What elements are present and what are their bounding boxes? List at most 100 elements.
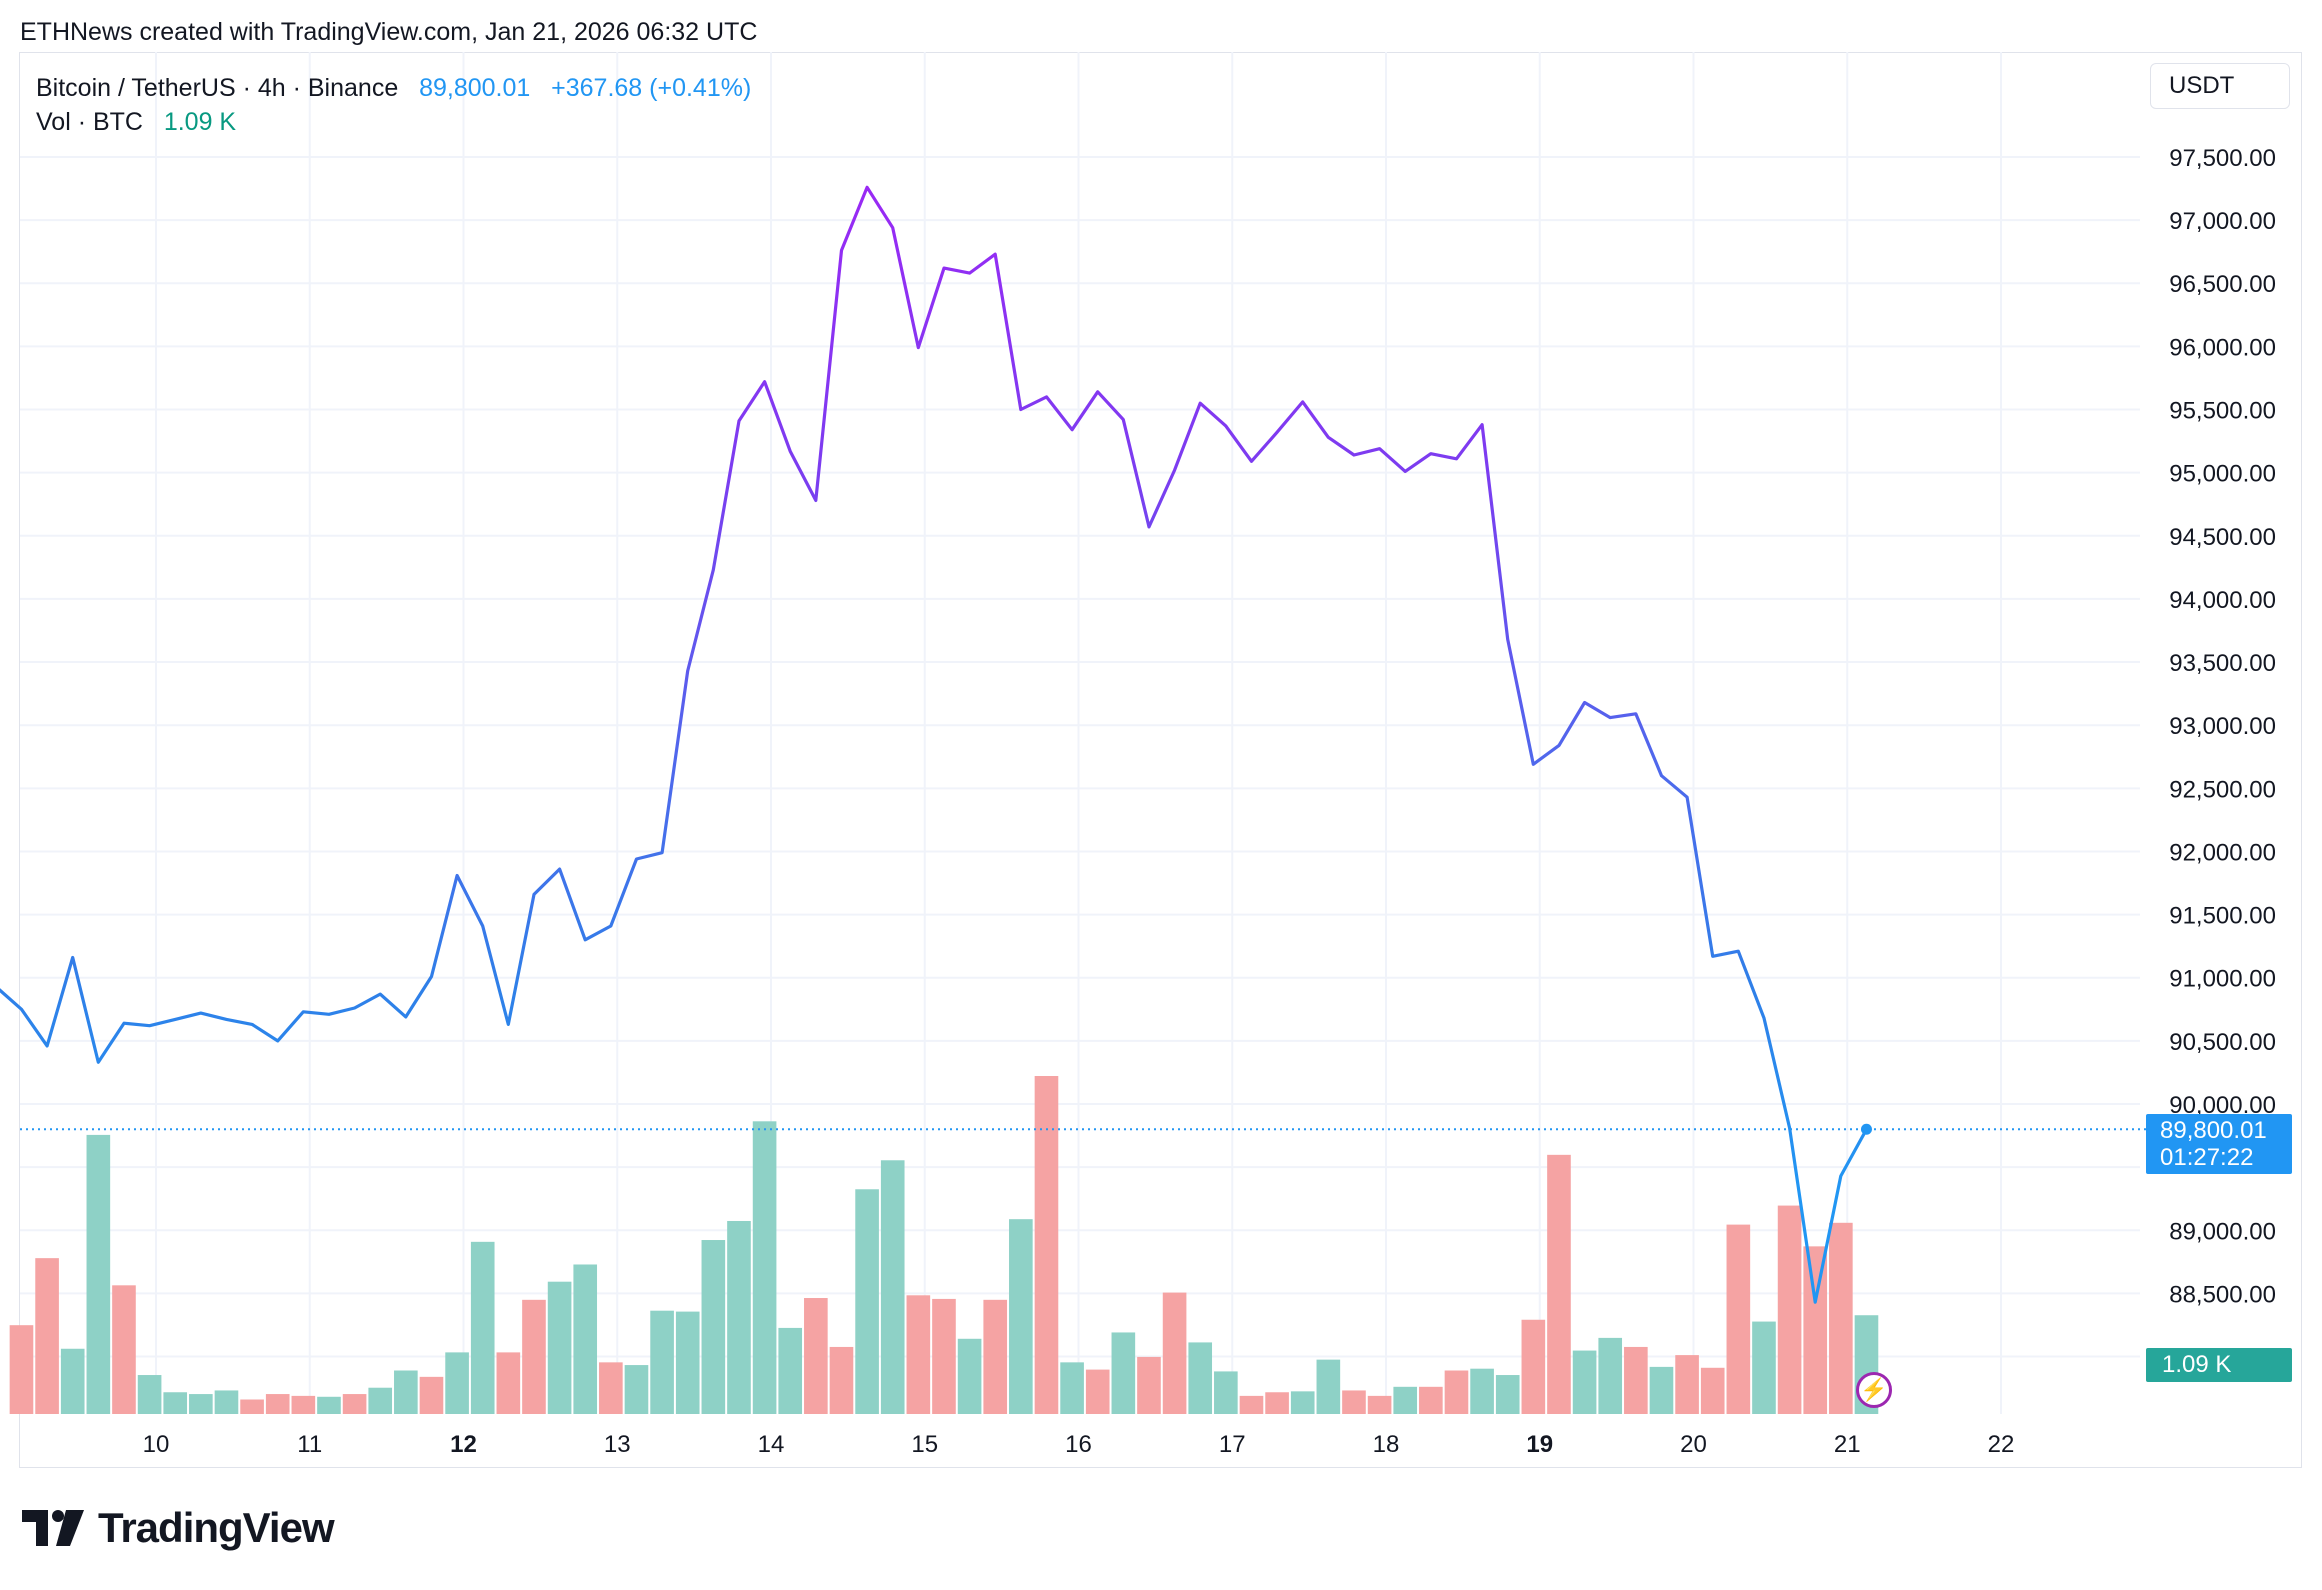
- y-tick-label: 92,000.00: [2169, 839, 2276, 866]
- volume-bar: [35, 1258, 59, 1414]
- volume-bar: [804, 1298, 828, 1414]
- grid-lines: [20, 52, 2140, 1414]
- y-tick-label: 97,500.00: [2169, 145, 2276, 172]
- x-tick-label: 18: [1373, 1431, 1400, 1458]
- y-tick-label: 94,500.00: [2169, 524, 2276, 551]
- volume-bar: [9, 1325, 34, 1414]
- volume-bar: [1521, 1319, 1546, 1414]
- volume-bar: [368, 1387, 393, 1414]
- volume-bar: [1444, 1370, 1469, 1414]
- x-tick-label: 10: [143, 1431, 170, 1458]
- y-tick-label: 95,500.00: [2169, 398, 2276, 425]
- volume-bar: [1700, 1367, 1725, 1414]
- volume-bar: [445, 1352, 469, 1414]
- volume-bar: [829, 1346, 854, 1414]
- volume-bar: [906, 1295, 931, 1414]
- x-tick-label: 14: [758, 1431, 785, 1458]
- volume-bar: [1752, 1321, 1776, 1414]
- volume-bar: [1137, 1356, 1161, 1414]
- x-tick-label: 13: [604, 1431, 631, 1458]
- volume-bar: [1111, 1332, 1136, 1414]
- y-tick-label: 91,500.00: [2169, 903, 2276, 930]
- volume-value: 1.09 K: [163, 108, 237, 136]
- volume-bar: [1803, 1246, 1828, 1414]
- volume-bar: [752, 1121, 777, 1414]
- y-tick-label: 96,500.00: [2169, 271, 2276, 298]
- y-tick-label: 97,000.00: [2169, 208, 2276, 235]
- volume-bar: [983, 1299, 1008, 1414]
- volume-bar: [1085, 1369, 1110, 1414]
- volume-bar: [1393, 1386, 1418, 1414]
- volume-tag: 1.09 K: [2146, 1348, 2292, 1382]
- x-tick-label: 15: [911, 1431, 938, 1458]
- volume-bar: [1214, 1371, 1238, 1414]
- legend-symbol-row: Bitcoin / TetherUS · 4h · Binance 89,800…: [36, 74, 751, 103]
- y-tick-label: 95,000.00: [2169, 461, 2276, 488]
- volume-bar: [163, 1392, 188, 1414]
- volume-bar: [394, 1370, 418, 1414]
- lightning-icon[interactable]: ⚡: [1856, 1372, 1892, 1408]
- volume-bar: [60, 1348, 85, 1414]
- y-tick-label: 89,000.00: [2169, 1218, 2276, 1245]
- volume-bar: [137, 1375, 162, 1414]
- volume-bar: [778, 1327, 803, 1414]
- last-price-tag: 89,800.01 01:27:22: [2146, 1114, 2292, 1174]
- x-tick-label: 20: [1680, 1431, 1707, 1458]
- volume-bar: [291, 1395, 316, 1414]
- x-tick-label: 21: [1834, 1431, 1861, 1458]
- volume-bar: [1034, 1076, 1059, 1414]
- volume-bar: [189, 1394, 213, 1414]
- bar-countdown: 01:27:22: [2160, 1144, 2254, 1171]
- volume-bar: [1726, 1224, 1751, 1414]
- y-tick-label: 96,000.00: [2169, 334, 2276, 361]
- volume-bar: [317, 1396, 341, 1414]
- volume-bar: [547, 1281, 572, 1414]
- volume-bar: [470, 1241, 495, 1414]
- volume-bar: [214, 1390, 239, 1414]
- y-tick-label: 94,000.00: [2169, 587, 2276, 614]
- volume-bar: [1598, 1337, 1623, 1414]
- legend-volume-row: Vol · BTC 1.09 K: [36, 108, 236, 137]
- volume-bar: [1572, 1350, 1597, 1414]
- volume-bars: [9, 1076, 1879, 1414]
- volume-bar: [727, 1220, 751, 1414]
- y-tick-label: 93,000.00: [2169, 713, 2276, 740]
- volume-bar: [855, 1189, 879, 1414]
- x-axis: 10 11 12 13 14 15 16 17 18 19 20 21 22: [143, 1431, 2015, 1458]
- volume-bar: [1188, 1342, 1213, 1414]
- x-tick-label: 16: [1065, 1431, 1092, 1458]
- y-axis[interactable]: 97,500.00 97,000.00 96,500.00 96,000.00 95,5…: [2169, 145, 2276, 1372]
- volume-bar: [650, 1310, 674, 1414]
- volume-bar: [1547, 1154, 1571, 1414]
- x-tick-label: 17: [1219, 1431, 1246, 1458]
- currency-selector[interactable]: USDT: [2150, 63, 2290, 109]
- price-line: [0, 185, 1869, 1304]
- y-tick-label: 88,500.00: [2169, 1281, 2276, 1308]
- volume-bar: [342, 1394, 367, 1414]
- volume-bar: [599, 1362, 623, 1414]
- volume-bar: [240, 1399, 264, 1414]
- volume-bar: [1265, 1392, 1289, 1414]
- volume-bar: [1777, 1205, 1802, 1414]
- volume-bar: [112, 1285, 136, 1414]
- volume-bar: [1162, 1292, 1187, 1414]
- volume-bar: [1470, 1368, 1494, 1414]
- last-price-value: 89,800.01: [419, 74, 531, 102]
- volume-bar: [1367, 1395, 1392, 1414]
- x-tick-label: 11: [297, 1431, 322, 1458]
- x-tick-label: 19: [1526, 1431, 1553, 1458]
- x-tick-label: 22: [1988, 1431, 2015, 1458]
- y-tick-label: 91,000.00: [2169, 966, 2276, 993]
- volume-label[interactable]: Vol · BTC: [36, 108, 143, 136]
- y-tick-label: 92,500.00: [2169, 776, 2276, 803]
- volume-bar: [624, 1365, 649, 1414]
- volume-bar: [496, 1352, 521, 1414]
- x-tick-label: 12: [450, 1431, 477, 1458]
- volume-bar: [1675, 1355, 1699, 1414]
- symbol-label[interactable]: Bitcoin / TetherUS · 4h · Binance: [36, 74, 399, 102]
- volume-bar: [1829, 1222, 1853, 1414]
- y-tick-label: 93,500.00: [2169, 650, 2276, 677]
- price-line-layer: [0, 185, 2146, 1304]
- volume-bar: [86, 1134, 111, 1414]
